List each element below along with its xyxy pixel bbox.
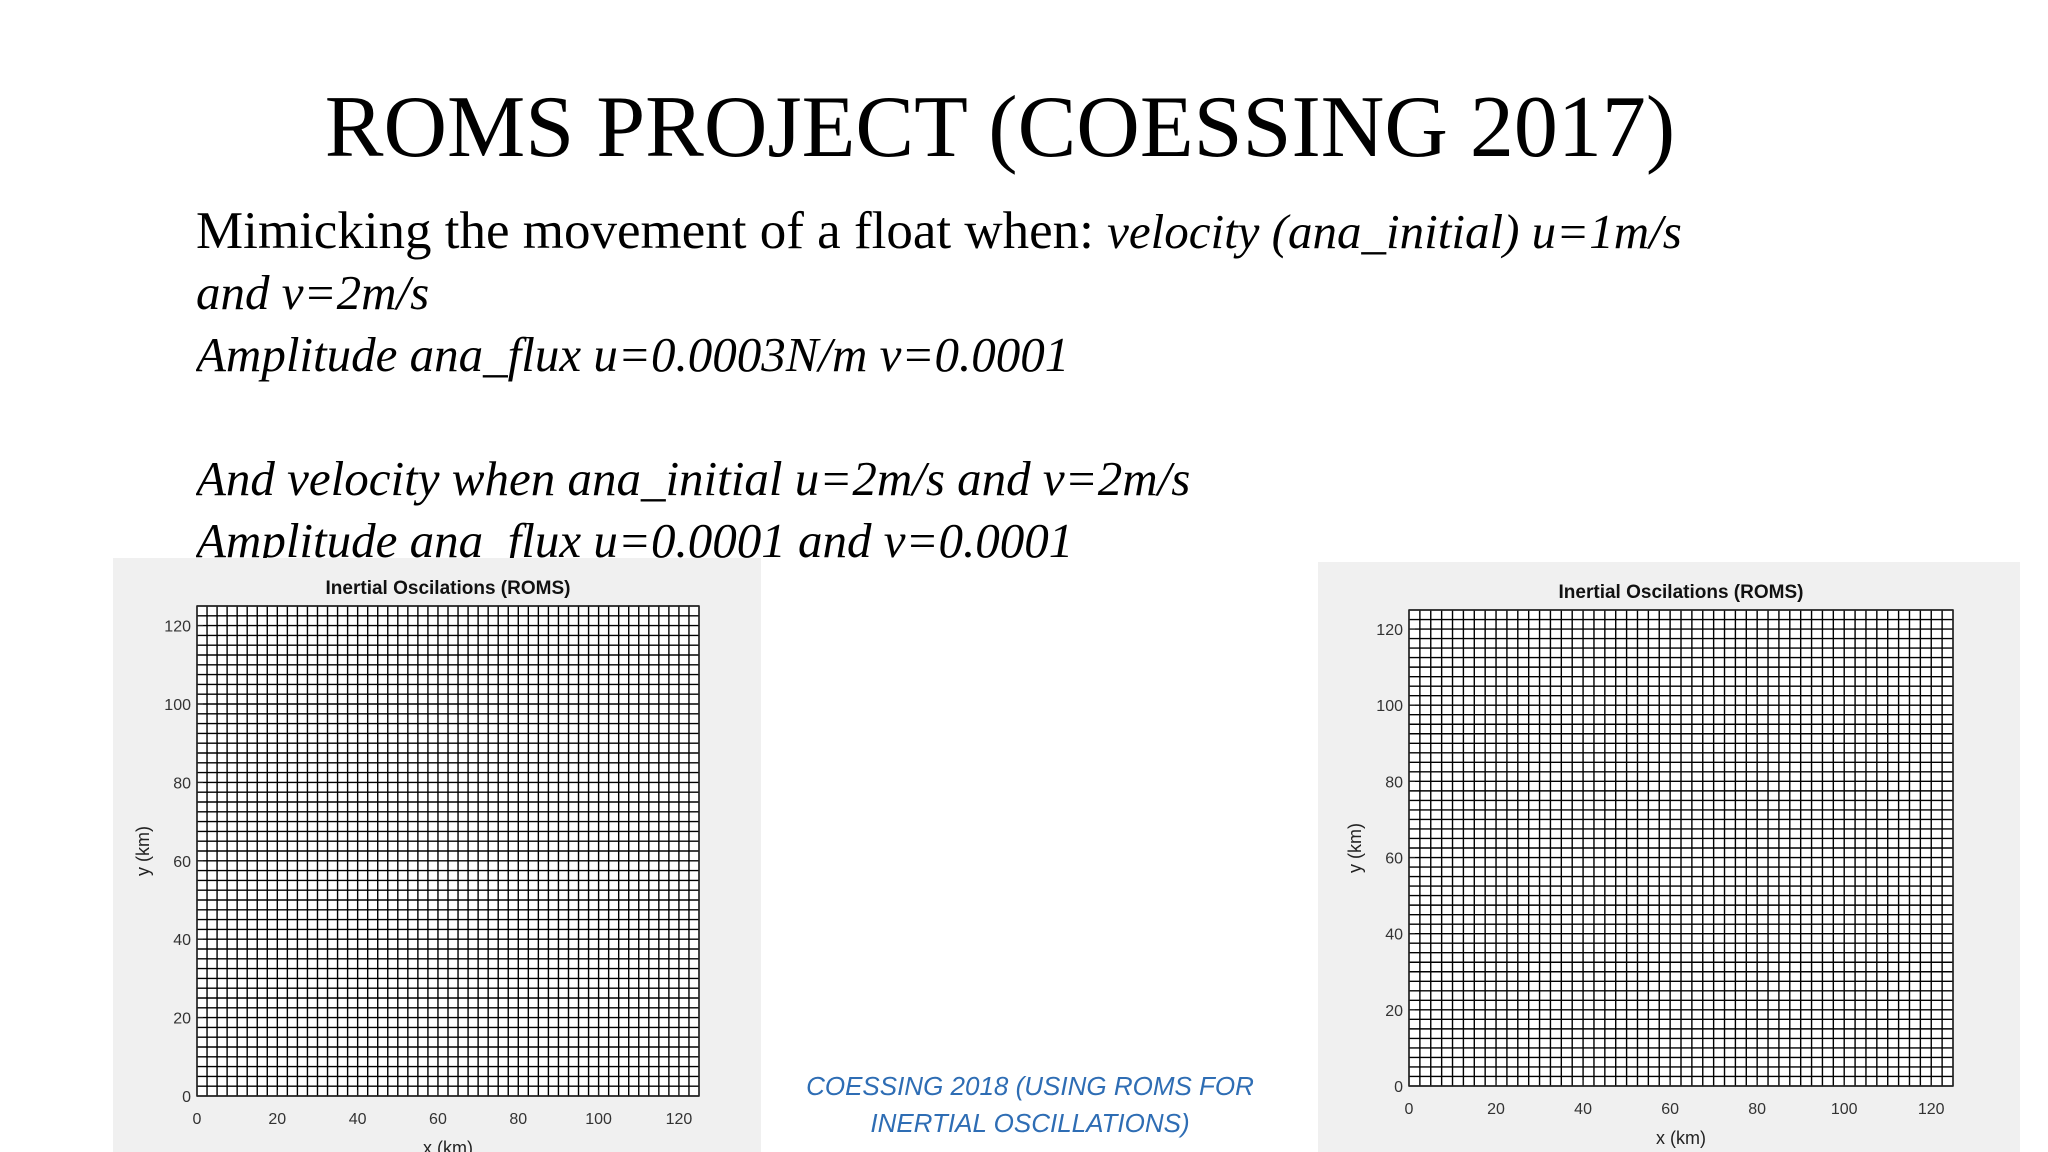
x-tick-label: 0 [193, 1111, 202, 1128]
body-line-5: And velocity when ana_initial u=2m/s and… [196, 451, 1191, 506]
y-tick-label: 40 [173, 932, 191, 949]
y-tick-label: 60 [173, 854, 191, 871]
figure-right: Inertial Oscilations (ROMS) 0 20 40 60 80 100 1… [1318, 562, 2020, 1152]
y-tick-label: 40 [1385, 927, 1403, 944]
slide-title: ROMS PROJECT (COESSING 2017) [324, 79, 1676, 176]
body-line-2: and v=2m/s [196, 265, 430, 320]
body-line-6: Amplitude ana_flux u=0.0001 and v=0.0001 [196, 513, 1074, 562]
y-tick-label: 80 [1385, 774, 1403, 791]
y-axis-label: y (km) [133, 826, 153, 876]
y-tick-label: 100 [164, 697, 191, 714]
footer-note: COESSING 2018 (USING ROMS FOR INERTIAL O… [806, 1071, 1254, 1138]
y-tick-label: 0 [182, 1089, 191, 1106]
x-tick-label: 20 [268, 1111, 286, 1128]
x-tick-label: 20 [1487, 1101, 1505, 1118]
slide-body: Mimicking the movement of a float when: … [196, 200, 1946, 562]
figure-left: Inertial Oscilations (ROMS) 0 20 40 60 80 100 1… [113, 558, 761, 1152]
axes-frame [196, 605, 700, 1097]
y-tick-label: 120 [164, 619, 191, 636]
body-line-1: Mimicking the movement of a float when: … [196, 200, 1946, 262]
x-tick-label: 40 [349, 1111, 367, 1128]
x-axis-label: x (km) [1656, 1128, 1706, 1148]
y-tick-label: 80 [173, 775, 191, 792]
body-line-3: Amplitude ana_flux u=0.0003N/m v=0.0001 [196, 327, 1070, 382]
x-tick-label: 0 [1405, 1101, 1414, 1118]
chart-right: Inertial Oscilations (ROMS) 0 20 40 60 80 100 1… [1345, 582, 1954, 1148]
body-line-1-roman: Mimicking the movement of a float when: [196, 202, 1108, 260]
chart-title: Inertial Oscilations (ROMS) [1559, 582, 1804, 603]
y-tick-label: 100 [1376, 698, 1403, 715]
chart-left: Inertial Oscilations (ROMS) 0 20 40 60 80 100 1… [133, 578, 700, 1152]
x-tick-label: 80 [509, 1111, 527, 1128]
body-spacer [196, 386, 1946, 448]
axes-frame [1408, 609, 1954, 1087]
y-axis-label: y (km) [1345, 823, 1365, 873]
y-tick-label: 120 [1376, 622, 1403, 639]
x-tick-label: 60 [429, 1111, 447, 1128]
y-tick-label: 60 [1385, 851, 1403, 868]
x-tick-label: 60 [1661, 1101, 1679, 1118]
x-tick-label: 40 [1574, 1101, 1592, 1118]
y-tick-label: 20 [173, 1011, 191, 1028]
x-tick-label: 80 [1748, 1101, 1766, 1118]
x-axis-label: x (km) [423, 1138, 473, 1152]
x-tick-label: 120 [1918, 1101, 1945, 1118]
x-tick-label: 100 [585, 1111, 612, 1128]
y-tick-label: 0 [1394, 1079, 1403, 1096]
body-line-1-italic: velocity (ana_initial) u=1m/s [1107, 204, 1682, 259]
x-tick-label: 100 [1831, 1101, 1858, 1118]
y-tick-label: 20 [1385, 1003, 1403, 1020]
x-tick-label: 120 [666, 1111, 693, 1128]
chart-title: Inertial Oscilations (ROMS) [326, 578, 571, 599]
